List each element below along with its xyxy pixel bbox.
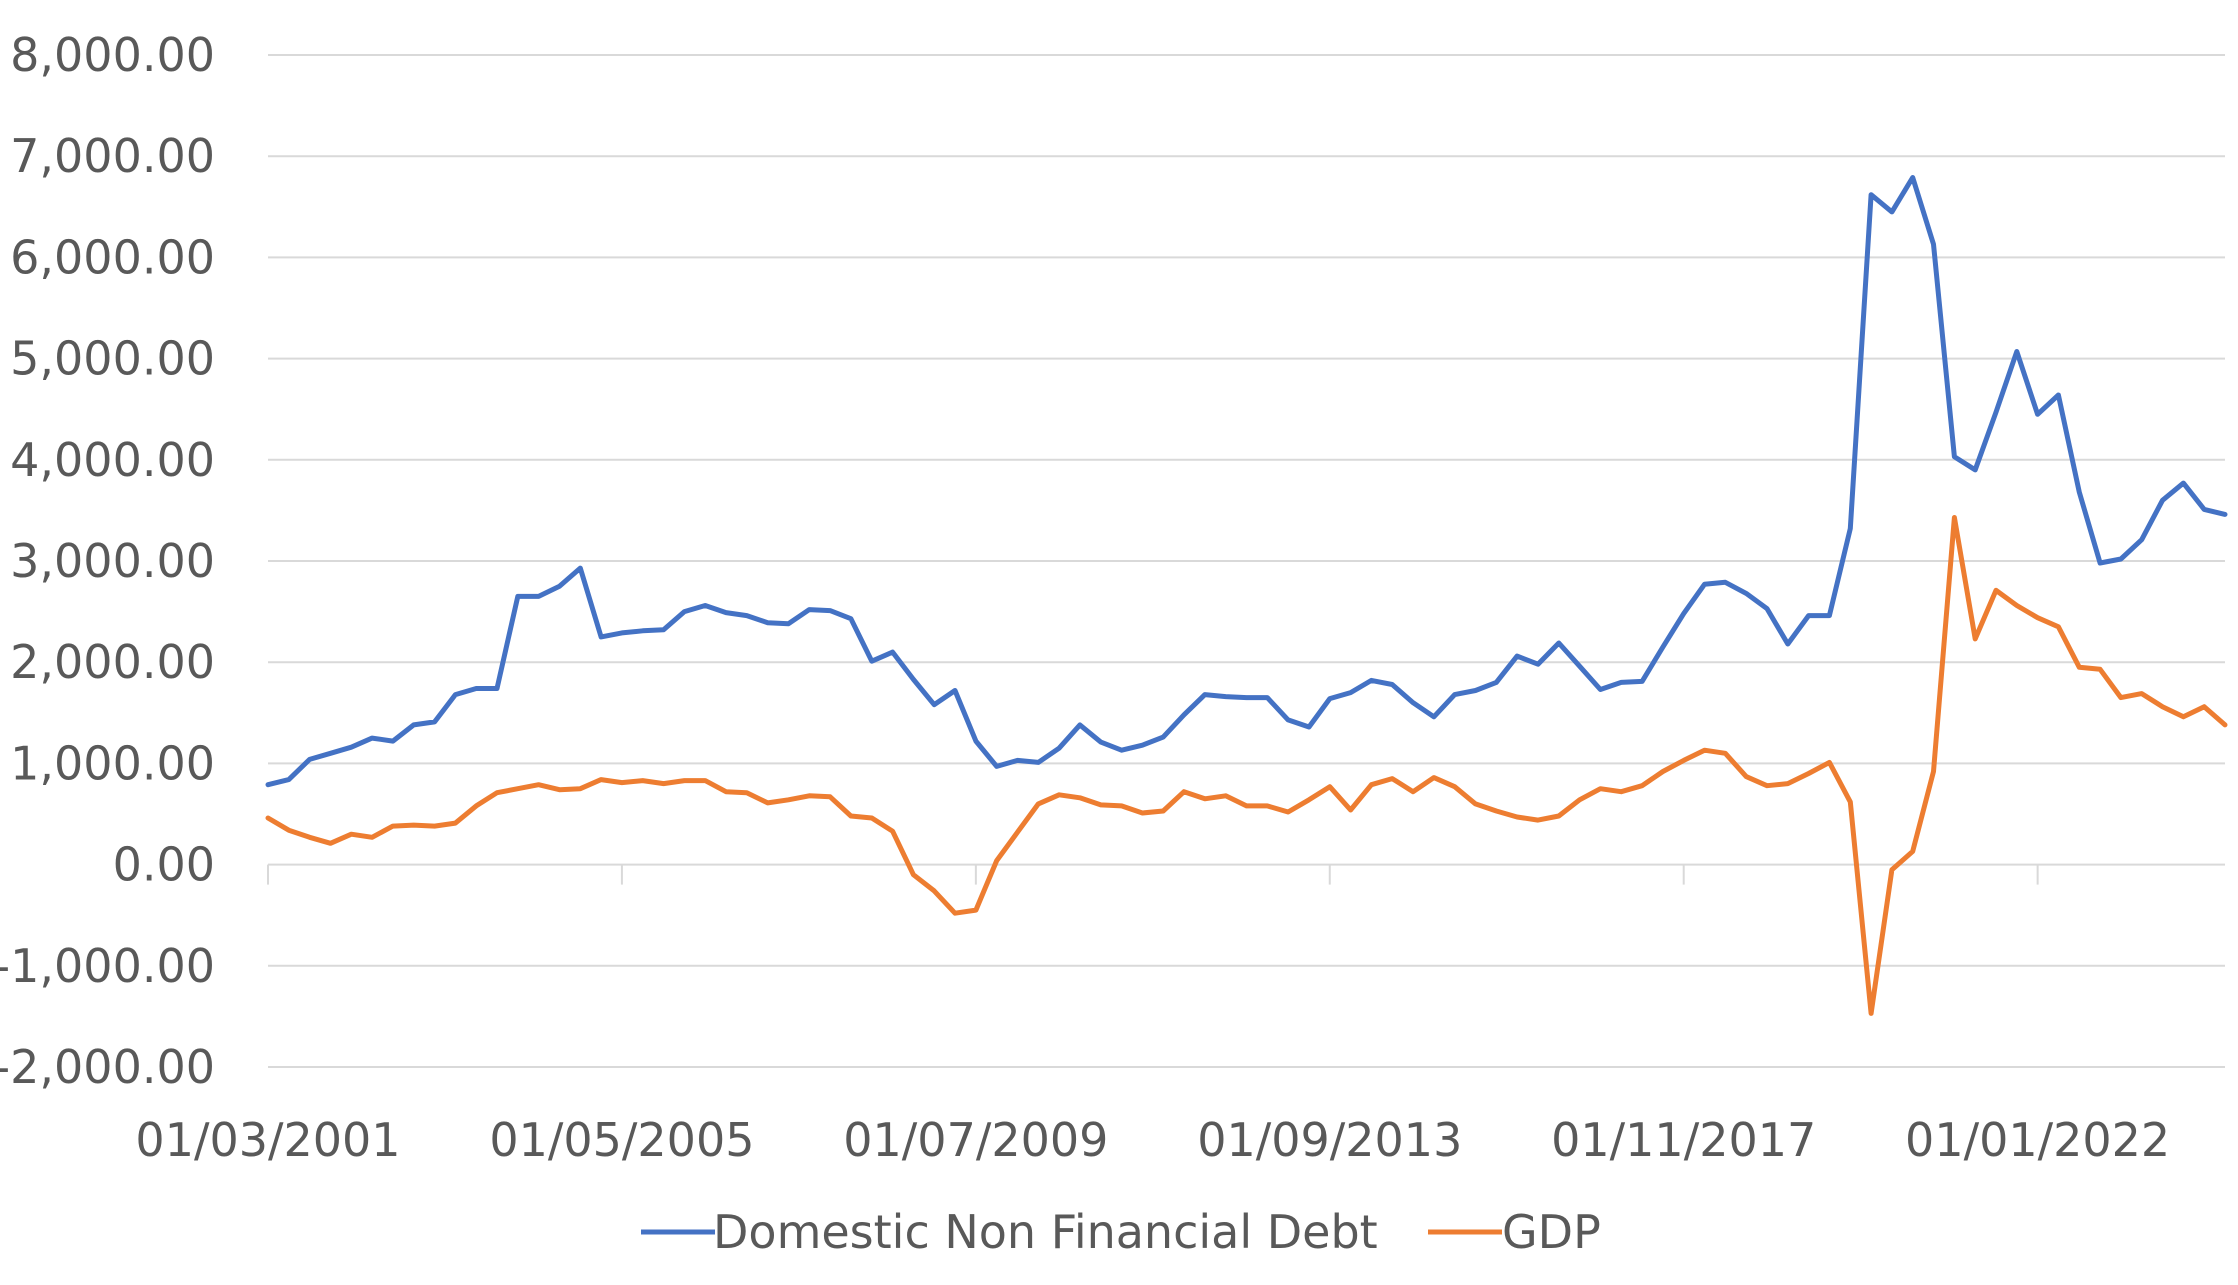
y-tick-label: -2,000.00 — [0, 1040, 215, 1094]
legend: Domestic Non Financial Debt GDP — [641, 1205, 1601, 1259]
x-tick-label: 01/11/2017 — [1551, 1113, 1816, 1167]
y-tick-label: -1,000.00 — [0, 939, 215, 993]
series-line-gdp — [265, 515, 2228, 1016]
y-tick-label: 1,000.00 — [10, 736, 215, 790]
y-tick-label: 8,000.00 — [10, 28, 215, 82]
y-axis-labels: -2,000.00 -1,000.00 0.00 1,000.00 2,000.00 3,… — [0, 28, 215, 1094]
x-tick-label: 01/03/2001 — [135, 1113, 400, 1167]
series-lines — [265, 175, 2228, 1016]
y-tick-label: 0.00 — [113, 838, 215, 892]
y-tick-label: 7,000.00 — [10, 129, 215, 183]
y-tick-label: 5,000.00 — [10, 332, 215, 386]
x-tick-label: 01/07/2009 — [843, 1113, 1108, 1167]
legend-label-debt: Domestic Non Financial Debt — [713, 1205, 1378, 1259]
y-tick-label: 4,000.00 — [10, 433, 215, 487]
x-tick-label: 01/09/2013 — [1197, 1113, 1462, 1167]
y-tick-label: 2,000.00 — [10, 635, 215, 689]
series-line-debt — [265, 175, 2228, 788]
legend-label-gdp: GDP — [1502, 1205, 1601, 1259]
x-tick-label: 01/01/2022 — [1905, 1113, 2170, 1167]
y-tick-label: 6,000.00 — [10, 230, 215, 284]
y-tick-label: 3,000.00 — [10, 534, 215, 588]
x-tick-label: 01/05/2005 — [489, 1113, 754, 1167]
x-axis: 01/03/2001 01/05/2005 01/07/2009 01/09/2013… — [135, 863, 2225, 1167]
gridlines — [268, 54, 2225, 1068]
